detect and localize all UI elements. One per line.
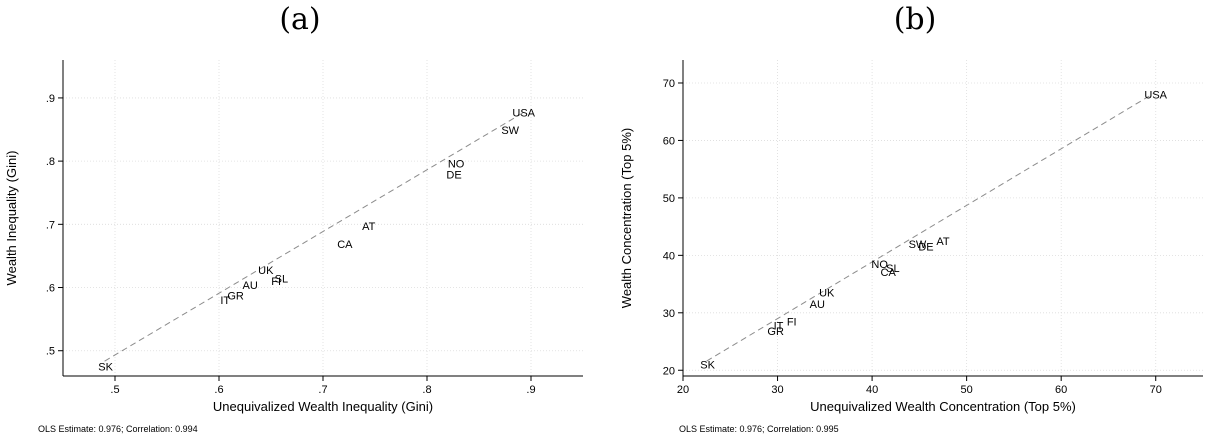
ols-note: OLS Estimate: 0.976; Correlation: 0.995: [679, 424, 839, 434]
point-label: NO: [871, 259, 888, 271]
y-tick-label: .6: [46, 283, 55, 295]
point-label: UK: [819, 288, 835, 300]
x-axis-title: Unequivalized Wealth Inequality (Gini): [213, 399, 433, 414]
point-label: SW: [909, 239, 927, 251]
x-tick-label: .8: [422, 384, 431, 396]
chart-panel-b: (b) 20 30 40 50 60 70 20 30 40 50 60 70 Unequivalize…: [615, 0, 1215, 439]
y-axis-title: Wealth Concentration (Top 5%): [619, 128, 634, 308]
point-label: USA: [512, 107, 535, 119]
x-tick-label: 40: [866, 384, 878, 396]
y-tick-label: .9: [46, 93, 55, 105]
scatter-chart: 20 30 40 50 60 70 20 30 40 50 60 70 Unequivalized We…: [619, 60, 1203, 414]
point-label: AT: [936, 236, 950, 248]
x-tick-label: 20: [677, 384, 689, 396]
x-axis-title: Unequivalized Wealth Concentration (Top …: [810, 399, 1076, 414]
x-tick-label: .9: [526, 384, 535, 396]
point-label: SK: [98, 362, 113, 374]
y-tick-label: 40: [663, 250, 675, 262]
point-label: AT: [362, 221, 376, 233]
point-label: NO: [448, 159, 465, 171]
y-tick-label: 60: [663, 135, 675, 147]
point-label: USA: [1144, 89, 1167, 101]
chart-panel-a: (a) .5 .6 .7 .8 .9 .5 .6 .7 .8 .9 Unequivalized We…: [0, 0, 600, 439]
x-tick-label: 70: [1150, 384, 1162, 396]
scatter-chart: .5 .6 .7 .8 .9 .5 .6 .7 .8 .9 Unequivalized Wealth…: [4, 60, 583, 414]
point-label: SL: [886, 263, 899, 275]
x-tick-label: 50: [961, 384, 973, 396]
point-label: GR: [227, 291, 244, 303]
y-tick-label: 20: [663, 365, 675, 377]
x-tick-label: .6: [214, 384, 223, 396]
point-label: FI: [787, 316, 797, 328]
panel-label: (b): [893, 2, 937, 37]
point-label: IT: [220, 295, 230, 307]
y-tick-label: 30: [663, 308, 675, 320]
fit-line: [706, 92, 1155, 362]
y-tick-label: .5: [46, 346, 55, 358]
point-label: AU: [243, 280, 258, 292]
panel-label: (a): [279, 2, 321, 37]
x-tick-label: 30: [771, 384, 783, 396]
point-label: CA: [881, 267, 897, 279]
y-axis-title: Wealth Inequality (Gini): [4, 151, 19, 286]
point-label: IT: [774, 320, 784, 332]
point-label: SW: [501, 125, 519, 137]
y-tick-label: 70: [663, 78, 675, 90]
point-label: FI: [271, 276, 281, 288]
y-tick-label: .7: [46, 219, 55, 231]
point-label: SL: [275, 274, 288, 286]
point-label: CA: [337, 239, 353, 251]
point-label: UK: [258, 265, 274, 277]
ols-note: OLS Estimate: 0.976; Correlation: 0.994: [38, 424, 198, 434]
point-label: GR: [767, 326, 784, 338]
point-label: AU: [810, 299, 825, 311]
point-label: SK: [700, 360, 715, 372]
y-tick-label: 50: [663, 193, 675, 205]
point-label: DE: [446, 169, 461, 181]
x-tick-label: 60: [1055, 384, 1067, 396]
point-label: DE: [918, 242, 933, 254]
x-tick-label: .7: [318, 384, 327, 396]
x-tick-label: .5: [110, 384, 119, 396]
y-tick-label: .8: [46, 156, 55, 168]
fit-line: [104, 111, 524, 362]
